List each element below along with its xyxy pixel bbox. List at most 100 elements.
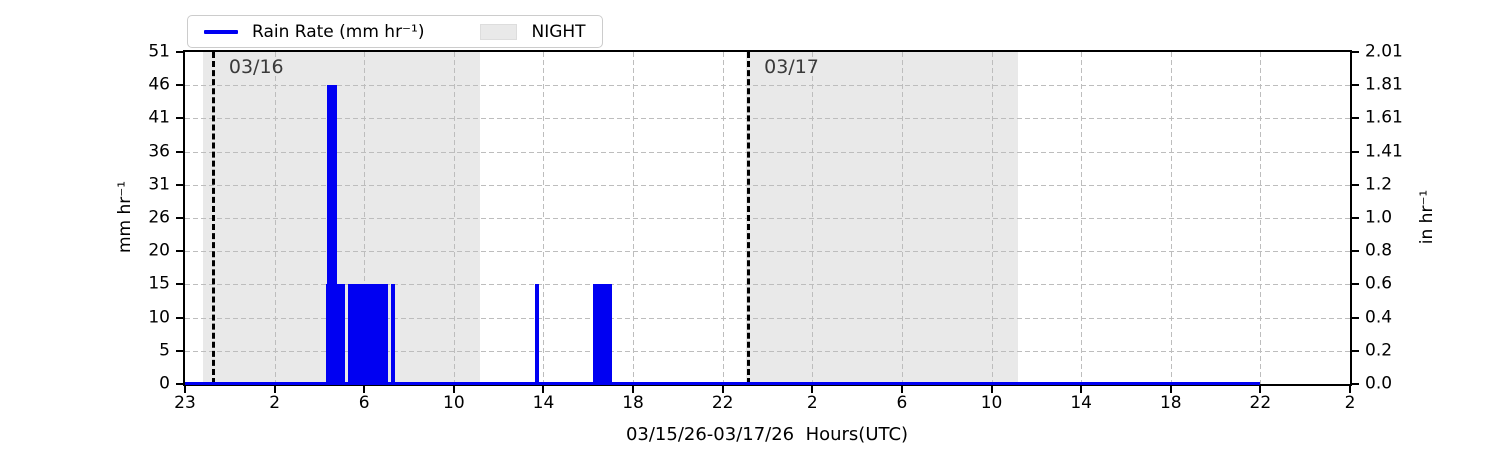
y-tick-label-left: 51 <box>148 41 170 62</box>
day-divider-line <box>211 52 215 384</box>
y-tick-label-left: 41 <box>148 107 170 128</box>
gridline-horizontal <box>185 118 1350 120</box>
x-tick-label: 14 <box>532 393 555 413</box>
y-tick-mark-right <box>1352 316 1359 319</box>
y-tick-mark-left <box>176 51 183 53</box>
y-tick-label-right: 1.61 <box>1365 107 1403 128</box>
legend: Rain Rate (mm hr⁻¹) NIGHT <box>187 15 603 48</box>
x-tick-label: 10 <box>980 393 1003 413</box>
x-tick-label: 10 <box>443 393 465 413</box>
y-tick-label-left: 36 <box>148 141 170 162</box>
day-label: 03/17 <box>764 56 819 78</box>
y-tick-mark-right <box>1352 283 1359 286</box>
legend-rain-label: Rain Rate (mm hr⁻¹) <box>252 21 425 42</box>
rain-bar <box>593 284 612 384</box>
y-tick-label-right: 1.2 <box>1365 174 1393 195</box>
y-tick-mark-left <box>176 150 183 153</box>
rain-bar <box>327 84 337 384</box>
x-tick-label: 2 <box>1344 393 1356 413</box>
legend-rain-line-swatch <box>204 29 238 34</box>
gridline-horizontal <box>185 317 1350 319</box>
x-tick-label: 23 <box>174 393 196 413</box>
x-tick-label: 6 <box>358 393 370 413</box>
y-tick-mark-right <box>1352 51 1359 53</box>
y-tick-mark-left <box>176 84 183 87</box>
y-tick-label-left: 15 <box>148 273 170 294</box>
y-tick-mark-left <box>176 117 183 120</box>
y-tick-mark-right <box>1352 150 1359 153</box>
x-tick-mark <box>184 386 186 393</box>
gridline-horizontal <box>185 284 1350 286</box>
y-tick-label-left: 20 <box>148 240 170 261</box>
x-tick-label: 2 <box>806 393 818 413</box>
y-tick-mark-left <box>176 250 183 253</box>
rain-bar <box>391 284 395 384</box>
y-tick-label-right: 1.81 <box>1365 74 1403 95</box>
plot-area: 03/16 03/17 23 2 6 10 14 18 22 2 6 10 14 18 22 2 0 0.0 5 0.… <box>148 43 1403 412</box>
x-tick-label: 2 <box>269 393 281 413</box>
y-tick-mark-left <box>176 183 183 186</box>
y-tick-mark-right <box>1352 183 1359 186</box>
gridline-horizontal <box>185 218 1350 219</box>
y-axis-title-left: mm hr⁻¹ <box>115 180 135 254</box>
x-tick-mark <box>990 386 993 393</box>
x-tick-mark <box>542 386 545 393</box>
y-axis-title-right: in hr⁻¹ <box>1417 189 1437 245</box>
x-tick-mark <box>363 386 366 393</box>
x-tick-label: 22 <box>1249 393 1272 413</box>
rain-bar <box>348 284 389 384</box>
y-tick-mark-left <box>176 283 183 286</box>
y-tick-label-left: 5 <box>159 340 170 361</box>
y-tick-label-right: 0.2 <box>1365 340 1393 361</box>
y-tick-label-right: 1.41 <box>1365 141 1403 162</box>
y-tick-label-left: 10 <box>148 307 170 328</box>
y-tick-mark-left <box>176 349 183 352</box>
y-tick-mark-right <box>1352 383 1359 385</box>
y-tick-mark-left <box>176 383 183 385</box>
day-label: 03/16 <box>228 56 284 78</box>
gridline-horizontal <box>185 184 1350 186</box>
x-tick-mark <box>900 386 903 393</box>
y-tick-mark-right <box>1352 217 1359 219</box>
gridline-horizontal <box>185 251 1350 253</box>
x-tick-mark <box>1080 386 1083 393</box>
x-tick-label: 6 <box>896 393 908 413</box>
x-tick-mark <box>452 386 455 393</box>
x-axis-title: 03/15/26-03/17/26 Hours(UTC) <box>625 424 909 445</box>
x-tick-mark <box>273 386 276 393</box>
y-tick-mark-right <box>1352 349 1359 352</box>
y-tick-label-right: 1.0 <box>1365 207 1393 228</box>
gridline-horizontal <box>185 85 1350 87</box>
x-tick-mark <box>1259 386 1262 393</box>
y-tick-mark-right <box>1352 117 1359 120</box>
x-tick-label: 14 <box>1070 393 1092 413</box>
x-tick-label: 22 <box>711 393 734 413</box>
y-tick-label-right: 2.01 <box>1365 41 1403 62</box>
legend-night-swatch <box>480 23 518 40</box>
y-tick-label-left: 46 <box>148 74 170 95</box>
x-tick-label: 18 <box>622 393 644 413</box>
day-divider-line <box>747 52 751 384</box>
legend-night-label: NIGHT <box>531 21 586 42</box>
y-tick-label-right: 0.6 <box>1365 273 1393 294</box>
x-tick-mark <box>721 386 724 393</box>
y-tick-label-right: 0.0 <box>1365 373 1393 394</box>
y-tick-mark-left <box>176 316 183 319</box>
rain-bar <box>535 284 540 384</box>
gridline-horizontal <box>185 350 1350 352</box>
x-tick-mark <box>632 386 635 393</box>
y-tick-label-left: 31 <box>148 174 170 195</box>
y-tick-mark-right <box>1352 84 1359 87</box>
gridline-horizontal <box>185 151 1350 153</box>
x-tick-mark <box>1169 386 1172 393</box>
x-tick-mark <box>811 386 814 393</box>
y-tick-mark-left <box>176 217 183 219</box>
rain-rate-baseline <box>185 382 1260 385</box>
y-tick-label-right: 0.4 <box>1365 307 1393 328</box>
y-tick-mark-right <box>1352 250 1359 253</box>
x-tick-mark <box>1349 386 1351 393</box>
y-tick-label-right: 0.8 <box>1365 240 1393 261</box>
y-tick-label-left: 0 <box>159 373 170 394</box>
y-tick-label-left: 26 <box>148 207 170 228</box>
